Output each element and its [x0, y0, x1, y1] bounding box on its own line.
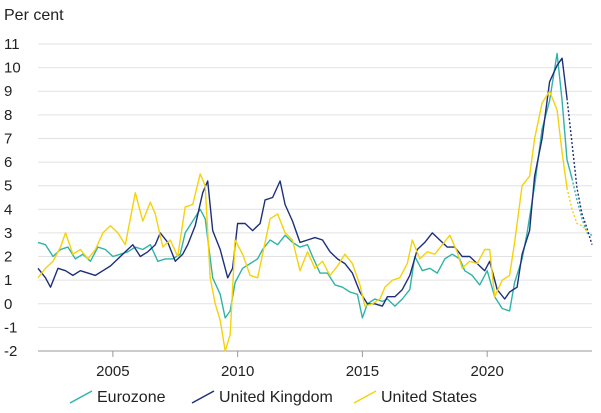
legend-swatch — [69, 390, 93, 404]
series-lines — [37, 52, 593, 352]
y-tick-label: 5 — [4, 178, 12, 195]
x-axis-ticks: 2005 2010 2015 2020 — [96, 351, 504, 380]
x-tick-label: 2005 — [96, 363, 129, 380]
y-tick-label: 8 — [4, 107, 12, 124]
legend: Eurozone United Kingdom United States — [69, 389, 477, 406]
projection-line-united-states — [566, 187, 588, 232]
y-tick-label: 2 — [4, 249, 12, 266]
y-tick-label: 11 — [4, 36, 20, 53]
y-axis-ticks: -2 -1 0 1 2 3 4 5 6 7 8 9 10 11 — [4, 36, 21, 360]
legend-swatch — [191, 390, 215, 404]
y-tick-label: 4 — [4, 201, 12, 218]
series-line-united-kingdom — [37, 57, 568, 307]
y-tick-label: 3 — [4, 225, 12, 242]
x-tick-label: 2020 — [471, 363, 504, 380]
legend-label: United Kingdom — [219, 389, 333, 406]
x-tick-label: 2015 — [346, 363, 379, 380]
projection-line-eurozone — [571, 178, 593, 236]
y-tick-label: 1 — [4, 272, 12, 289]
y-tick-label: 0 — [4, 296, 12, 313]
y-tick-label: -1 — [4, 319, 17, 336]
y-tick-label: 6 — [4, 154, 12, 171]
legend-label: United States — [381, 389, 477, 406]
y-tick-label: 7 — [4, 130, 12, 147]
x-tick-label: 2010 — [221, 363, 254, 380]
y-tick-label: 10 — [4, 60, 21, 77]
y-tick-label: 9 — [4, 83, 12, 100]
projection-line-united-kingdom — [566, 98, 593, 245]
series-line-united-states — [37, 90, 568, 352]
gridlines — [38, 43, 592, 352]
legend-swatch — [353, 390, 377, 404]
y-tick-label: -2 — [4, 343, 17, 360]
legend-label: Eurozone — [97, 389, 166, 406]
unit-label: Per cent — [4, 7, 64, 24]
